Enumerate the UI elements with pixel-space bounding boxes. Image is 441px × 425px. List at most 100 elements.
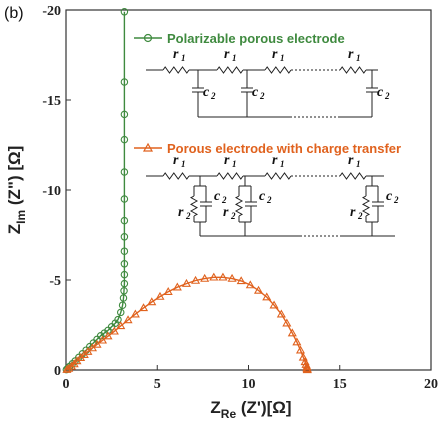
- data-point: [172, 282, 182, 291]
- data-point: [120, 216, 129, 225]
- legend-label: Porous electrode with charge transfer: [167, 141, 401, 156]
- circuit-label-subscript: 1: [280, 159, 285, 169]
- data-point: [118, 301, 127, 309]
- data-point: [120, 247, 129, 255]
- y-tick-label: -10: [42, 184, 61, 199]
- data-point: [64, 363, 74, 372]
- circuit-label-subscript: 2: [259, 91, 265, 101]
- circuit-label: c: [377, 85, 384, 100]
- data-point: [147, 297, 157, 306]
- circuit-label: r: [173, 47, 179, 62]
- data-point: [120, 135, 129, 144]
- circuit-label: r: [348, 47, 354, 62]
- data-point: [114, 315, 122, 324]
- resistor-symbol: [189, 195, 199, 217]
- circuit-label-subscript: 2: [221, 195, 227, 205]
- data-point: [120, 8, 129, 16]
- circuit-label-subscript: 1: [181, 53, 186, 63]
- resistor-symbol: [361, 195, 371, 217]
- data-point: [92, 339, 102, 348]
- data-point: [120, 287, 128, 295]
- data-point: [120, 78, 129, 86]
- data-point: [200, 273, 210, 282]
- circuit-label-subscript: 2: [357, 211, 363, 221]
- data-point: [120, 279, 129, 288]
- data-point: [282, 318, 292, 327]
- x-tick-label: 5: [154, 377, 161, 392]
- x-tick-label: 10: [242, 377, 256, 392]
- resistor-symbol: [264, 172, 292, 180]
- x-tick-label: 0: [63, 377, 70, 392]
- data-point: [120, 195, 129, 203]
- resistor-symbol: [216, 66, 244, 74]
- x-tick-label: 15: [333, 377, 347, 392]
- circuit-label-subscript: 1: [280, 53, 285, 63]
- circuit-label-subscript: 1: [181, 159, 186, 169]
- circuit-label: c: [203, 85, 210, 100]
- resistor-symbol: [216, 172, 244, 180]
- series-line-2: [66, 276, 308, 371]
- circuit-label: c: [259, 189, 266, 204]
- circuit-label: c: [214, 189, 221, 204]
- x-axis-label: ZRe (Z')[Ω]: [210, 398, 291, 421]
- data-point: [109, 326, 119, 335]
- circuit-label: r: [272, 47, 278, 62]
- data-point: [163, 286, 173, 295]
- data-point: [253, 285, 264, 294]
- resistor-symbol: [339, 172, 367, 180]
- resistor-symbol: [162, 172, 190, 180]
- resistor-symbol: [264, 66, 292, 74]
- data-point: [97, 335, 108, 344]
- resistor-symbol: [162, 66, 190, 74]
- circuit-label-subscript: 1: [356, 53, 361, 63]
- circuit-label: r: [173, 153, 179, 168]
- data-point: [119, 294, 128, 302]
- y-tick-label: 0: [54, 364, 61, 379]
- data-point: [292, 337, 302, 346]
- series-layer: [62, 8, 312, 374]
- circuit-label-subscript: 1: [232, 53, 237, 63]
- data-point: [302, 365, 312, 374]
- resistor-symbol: [339, 66, 367, 74]
- y-axis-label: ZIm (Z") [Ω]: [5, 146, 28, 235]
- panel-label: (b): [4, 5, 24, 22]
- data-point: [139, 303, 149, 312]
- data-point: [287, 328, 297, 337]
- data-point: [120, 110, 129, 119]
- data-point: [295, 345, 306, 354]
- data-point: [191, 275, 201, 284]
- circuit-label-subscript: 1: [232, 159, 237, 169]
- data-point: [218, 272, 228, 281]
- circuit-label-subscript: 2: [266, 195, 272, 205]
- y-tick-label: -20: [42, 4, 61, 19]
- data-point: [123, 315, 133, 324]
- circuit-label: r: [272, 153, 278, 168]
- circuit-label: r: [224, 153, 230, 168]
- y-tick-label: -5: [49, 274, 61, 289]
- data-point: [120, 260, 129, 268]
- data-point: [209, 272, 219, 281]
- circuit-label: r: [178, 205, 184, 220]
- circuit-label-subscript: 2: [393, 195, 399, 205]
- circuit-diagrams: r 1 r 1 r 1 r 1c 2 c 2 c 2r 1 r 1 r 1 r 1r 2c 2r 2c 2r 2c 2: [146, 47, 399, 237]
- data-point: [302, 362, 312, 371]
- data-point: [262, 292, 272, 301]
- circuit-label: r: [224, 47, 230, 62]
- resistor-symbol: [234, 195, 244, 217]
- circuit-label-subscript: 2: [384, 91, 390, 101]
- circuit-label: c: [386, 189, 393, 204]
- legend: Polarizable porous electrode Porous elect…: [134, 31, 401, 156]
- data-point: [120, 270, 129, 279]
- data-point: [120, 233, 129, 241]
- circuit-label: r: [223, 205, 229, 220]
- circuit-label: r: [350, 205, 356, 220]
- axis-ticks: 0 5 10 15 20 0 -5 -10 -15 -20: [42, 4, 438, 392]
- data-point: [227, 273, 237, 282]
- data-point: [245, 280, 255, 289]
- data-point: [181, 278, 191, 287]
- data-point: [66, 361, 77, 370]
- legend-label: Polarizable porous electrode: [167, 31, 345, 46]
- circuit-label-subscript: 1: [356, 159, 361, 169]
- data-point: [120, 168, 129, 176]
